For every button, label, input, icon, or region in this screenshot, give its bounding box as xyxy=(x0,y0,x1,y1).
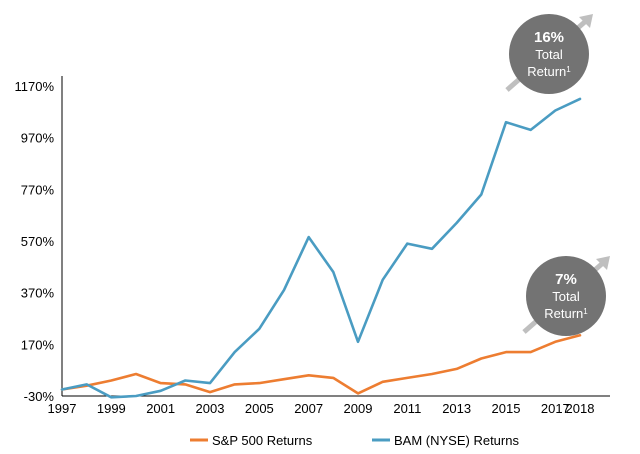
y-tick-label: 370% xyxy=(21,286,55,301)
y-tick-label: -30% xyxy=(24,389,55,404)
x-tick-label: 2013 xyxy=(442,401,471,416)
series-lines xyxy=(60,97,582,399)
legend-item-s-p-500-returns: S&P 500 Returns xyxy=(190,433,313,448)
x-tick-label: 2017 xyxy=(541,401,570,416)
x-tick-label: 2015 xyxy=(492,401,521,416)
x-tick-label: 2018 xyxy=(566,401,595,416)
legend: S&P 500 Returns BAM (NYSE) Returns xyxy=(190,433,519,448)
badge-footnote: 1 xyxy=(566,65,571,74)
badge-line2: Return1 xyxy=(544,306,588,321)
total-return-badge: 7%Total Return1 xyxy=(522,256,610,336)
x-tick-label: 2011 xyxy=(393,401,421,416)
legend-item-bam-nyse-returns: BAM (NYSE) Returns xyxy=(372,433,519,448)
series-line-bam-nyse-returns xyxy=(60,97,582,399)
arrow-head-icon xyxy=(579,14,593,28)
total-return-badge: 16%Total Return1 xyxy=(505,14,593,94)
x-tick-label: 2005 xyxy=(245,401,274,416)
badge-footnote: 1 xyxy=(583,307,588,316)
legend-label: S&P 500 Returns xyxy=(212,433,313,448)
x-tick-label: 1999 xyxy=(97,401,126,416)
x-tick-label: 2009 xyxy=(344,401,373,416)
y-tick-label: 770% xyxy=(21,182,55,197)
badge-line1: Total xyxy=(535,47,563,62)
x-axis: 1997 1999 2001 2003 2005 2007 2009 2011 2013 2015… xyxy=(48,395,610,416)
x-tick-label: 2007 xyxy=(294,401,323,416)
series-line-s-p-500-returns xyxy=(60,333,582,395)
x-tick-label: 1997 xyxy=(48,401,77,416)
y-axis: -30% 170% 370% 570% 770% 970% 1170% xyxy=(14,76,63,404)
badge-circle xyxy=(526,256,606,336)
y-tick-label: 170% xyxy=(21,337,55,352)
x-tick-label: 2003 xyxy=(196,401,225,416)
x-tick-label: 2001 xyxy=(146,401,175,416)
y-tick-label: 570% xyxy=(21,234,55,249)
legend-label: BAM (NYSE) Returns xyxy=(394,433,519,448)
badge-line2: Return1 xyxy=(527,64,571,79)
badge-line1: Total xyxy=(552,289,580,304)
y-tick-label: 970% xyxy=(21,131,55,146)
badge-circle xyxy=(509,14,589,94)
badge-value: 7% xyxy=(555,271,577,288)
arrow-head-icon xyxy=(596,256,610,270)
badge-value: 16% xyxy=(534,29,564,46)
y-tick-label: 1170% xyxy=(14,79,54,94)
